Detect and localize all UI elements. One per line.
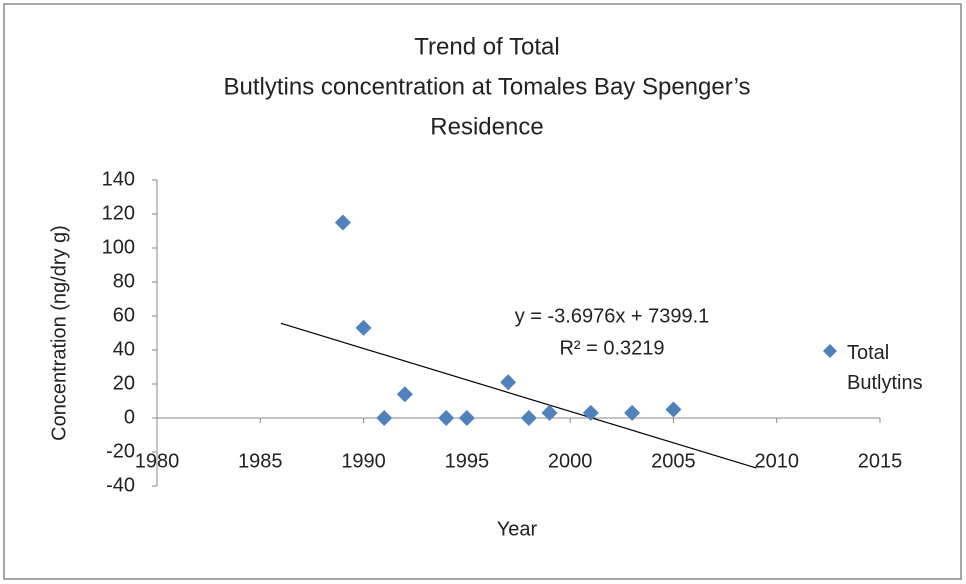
x-tick-label: 2000 (548, 450, 593, 472)
chart-title: Trend of Total (414, 33, 559, 60)
trendline (280, 322, 757, 469)
y-tick-label: 80 (113, 270, 135, 292)
x-tick-label: 1980 (135, 450, 180, 472)
legend-label: Total Butlytins (847, 342, 923, 394)
y-tick-label: 20 (113, 372, 135, 394)
point (582, 404, 599, 421)
chart-title: Residence (430, 113, 543, 140)
y-tick-label: 120 (102, 202, 135, 224)
point (624, 404, 641, 421)
point (458, 410, 475, 426)
x-tick-label: 1985 (238, 450, 283, 472)
x-tick-label: 2015 (858, 450, 903, 472)
x-tick-label: 1995 (445, 450, 490, 472)
chart-title: Butlytins concentration at Tomales Bay S… (224, 73, 751, 100)
y-tick-label: 100 (102, 236, 135, 258)
chart-frame (3, 3, 962, 580)
x-tick-label: 2010 (754, 450, 799, 472)
point (334, 214, 351, 231)
point (438, 410, 455, 426)
x-tick-label: 2005 (651, 450, 696, 472)
y-tick-label: 140 (102, 168, 135, 190)
y-tick-label: -40 (106, 474, 135, 496)
point (541, 404, 558, 421)
y-axis-title: Concentration (ng/dry g) (48, 225, 70, 441)
point (665, 401, 682, 418)
point (355, 319, 372, 336)
point (376, 410, 393, 426)
x-tick-label: 1990 (341, 450, 386, 472)
trendline-r2: R² = 0.3219 (559, 337, 664, 359)
y-tick-label: 40 (113, 338, 135, 360)
y-tick-label: -20 (106, 440, 135, 462)
y-tick-label: 60 (113, 304, 135, 326)
y-tick-label: 0 (124, 406, 135, 428)
point (396, 386, 413, 403)
legend-marker (823, 344, 837, 358)
trendline-equation: y = -3.6976x + 7399.1 (515, 305, 710, 327)
x-axis-title: Year (497, 518, 538, 540)
point (500, 374, 517, 391)
point (520, 410, 537, 426)
